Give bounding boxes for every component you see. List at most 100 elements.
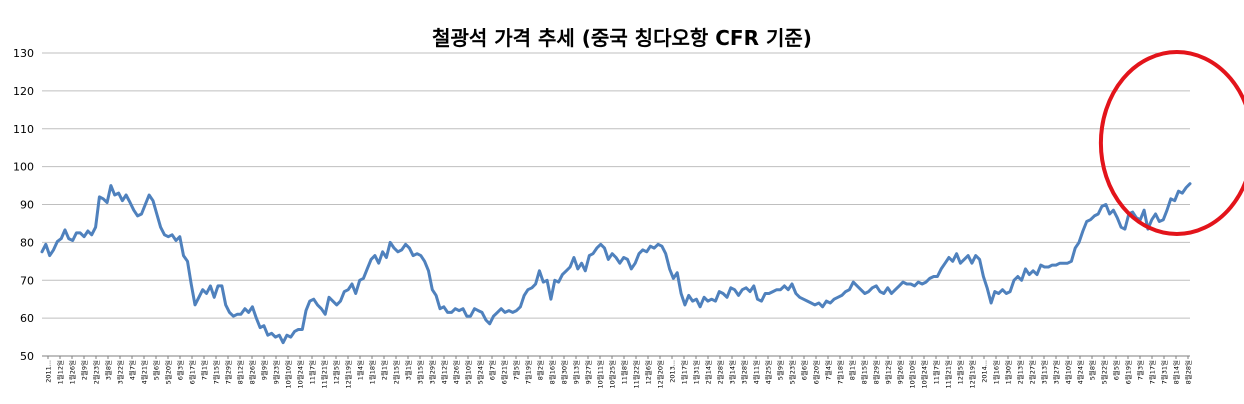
gridlines [42, 52, 1190, 319]
x-tick-label: 11월7일 [932, 360, 941, 384]
x-tick-label: 10월24일 [296, 360, 305, 389]
x-tick-label: 4월26일 [452, 360, 461, 384]
y-tick-label: 100 [13, 161, 34, 174]
x-tick-label: 7월4일 [824, 360, 833, 380]
x-tick-label: 9월12일 [884, 360, 893, 384]
x-tick-label: 8월14일 [1172, 360, 1181, 384]
x-tick-label: 4월12일 [440, 360, 449, 384]
x-tick-label: 6월21일 [500, 360, 509, 384]
x-tick-label: 3월13일 [1040, 360, 1049, 384]
x-tick-label: 12월5일 [332, 360, 341, 384]
x-tick-label: 5월6일 [152, 360, 161, 380]
x-tick-label: 3월29일 [428, 360, 437, 384]
x-tick-label: 12월20일 [656, 360, 665, 389]
x-tick-label: 2월15일 [392, 360, 401, 384]
x-tick-label: 5월10일 [464, 360, 473, 384]
x-tick-label: 10월10일 [284, 360, 293, 389]
x-tick-label: 7월15일 [212, 360, 221, 384]
highlight-ellipse [1098, 50, 1244, 236]
x-tick-label: 8월15일 [860, 360, 869, 384]
x-tick-label: 12월19일 [344, 360, 353, 389]
y-axis-ticks: 50 60 70 80 90 100 110 120 130 [13, 47, 34, 363]
x-tick-label: 7월31일 [1160, 360, 1169, 384]
y-tick-label: 50 [20, 350, 34, 363]
x-tick-label: 8월16일 [548, 360, 557, 384]
x-tick-label: 4월24일 [1076, 360, 1085, 384]
x-tick-label: 1월16일 [992, 360, 1001, 384]
x-tick-label: 10월25일 [608, 360, 617, 389]
x-tick-label: 2월27일 [1028, 360, 1037, 384]
x-tick-label: 6월5일 [1112, 360, 1121, 380]
y-tick-label: 110 [13, 123, 34, 136]
x-tick-label: 11월7일 [308, 360, 317, 384]
x-tick-label: 3월27일 [1052, 360, 1061, 384]
x-tick-label: 5월20일 [164, 360, 173, 384]
x-tick-label: 7월3일 [1136, 360, 1145, 380]
x-tick-label: 8월12일 [236, 360, 245, 384]
x-tick-label: 5월22일 [1100, 360, 1109, 384]
x-tick-label: 3월22일 [116, 360, 125, 384]
x-tick-label: 4월21일 [140, 360, 149, 384]
x-tick-label: 4월10일 [1064, 360, 1073, 384]
x-tick-label: 2014... [981, 360, 989, 383]
x-tick-label: 8월28일 [1184, 360, 1193, 384]
x-tick-label: 4월11일 [752, 360, 761, 384]
x-tick-label: 6월20일 [812, 360, 821, 384]
x-tick-label: 2월23일 [92, 360, 101, 384]
x-tick-label: 1월26일 [68, 360, 77, 384]
y-tick-label: 90 [20, 199, 34, 212]
x-tick-label: 4월25일 [764, 360, 773, 384]
x-tick-label: 11월21일 [320, 360, 329, 389]
x-tick-label: 1월31일 [692, 360, 701, 384]
x-tick-label: 3월14일 [728, 360, 737, 384]
x-tick-label: 7월18일 [836, 360, 845, 384]
y-tick-label: 80 [20, 236, 34, 249]
x-tick-label: 6월7일 [488, 360, 497, 380]
x-tick-label: 1월30일 [1004, 360, 1013, 384]
x-tick-label: 2월1일 [380, 360, 389, 380]
x-tick-label: 5월8일 [1088, 360, 1097, 380]
x-tick-label: 6월17일 [188, 360, 197, 384]
x-tick-label: 9월13일 [572, 360, 581, 384]
x-tick-label: 12월5일 [956, 360, 965, 384]
x-tick-label: 7월17일 [1148, 360, 1157, 384]
x-tick-label: 5월9일 [776, 360, 785, 380]
x-tick-label: 7월1일 [200, 360, 209, 380]
x-tick-label: 1월18일 [368, 360, 377, 384]
x-tick-label: 2월13일 [1016, 360, 1025, 384]
x-tick-label: 11월22일 [632, 360, 641, 389]
chart-title: 철광석 가격 추세 (중국 칭다오항 CFR 기준) [432, 26, 812, 50]
y-tick-label: 60 [20, 312, 34, 325]
x-tick-label: 7월29일 [224, 360, 233, 384]
x-tick-label: 7월5일 [512, 360, 521, 380]
x-tick-label: 10월10일 [908, 360, 917, 389]
x-tick-label: 8월29일 [872, 360, 881, 384]
y-tick-label: 130 [13, 47, 34, 60]
x-tick-label: 2월9일 [80, 360, 89, 380]
x-tick-label: 8월26일 [248, 360, 257, 384]
x-tick-label: 7월19일 [524, 360, 533, 384]
x-tick-label: 2월28일 [716, 360, 725, 384]
x-tick-label: 2월14일 [704, 360, 713, 384]
x-tick-label: 8월1일 [848, 360, 857, 380]
x-tick-label: 11월8일 [620, 360, 629, 384]
x-tick-label: 9월9일 [260, 360, 269, 380]
x-tick-label: 3월15일 [416, 360, 425, 384]
x-tick-label: 5월23일 [788, 360, 797, 384]
x-tick-label: 10월24일 [920, 360, 929, 389]
x-tick-label: 1월17일 [680, 360, 689, 384]
y-tick-label: 120 [13, 85, 34, 98]
x-tick-label: 11월21일 [944, 360, 953, 389]
x-tick-label: 2011... [45, 360, 53, 383]
x-tick-label: 5월24일 [476, 360, 485, 384]
x-tick-label: 12월19일 [968, 360, 977, 389]
x-tick-label: 10월11일 [596, 360, 605, 389]
x-tick-label: 4월7일 [128, 360, 137, 380]
x-tick-label: 2013... [669, 360, 677, 383]
x-tick-label: 12월6일 [644, 360, 653, 384]
x-tick-label: 9월23일 [272, 360, 281, 384]
x-tick-label: 9월26일 [896, 360, 905, 384]
x-tick-label: 3월8일 [104, 360, 113, 380]
y-tick-label: 70 [20, 274, 34, 287]
